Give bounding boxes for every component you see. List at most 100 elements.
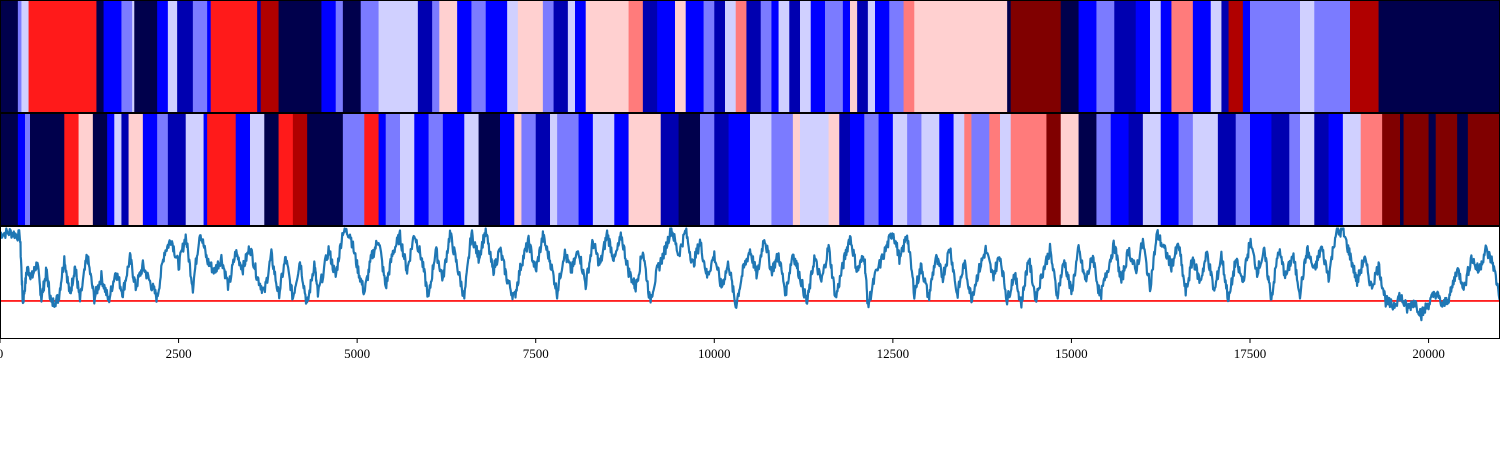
strip-2-segment	[250, 113, 265, 225]
strip-1-segment	[485, 0, 508, 112]
strip-1-segment	[517, 0, 544, 112]
strip-1-segment	[553, 0, 569, 112]
strip-2-segment	[142, 113, 158, 225]
strip-2-segment	[728, 113, 751, 225]
strip-1-segment	[177, 0, 194, 112]
strip-1-segment	[132, 0, 135, 112]
strip-1-segment	[642, 0, 658, 112]
strip-2-segment	[1435, 113, 1458, 225]
strip-1-segment	[703, 0, 715, 112]
strip-1-segment	[1250, 0, 1301, 112]
strip-1-segment	[867, 0, 876, 112]
strip-2-segment	[1128, 113, 1144, 225]
strip-1-segment	[585, 0, 630, 112]
strip-1-segment	[1314, 0, 1351, 112]
strip-2-segment	[1289, 113, 1301, 225]
strip-1-segment	[1160, 0, 1172, 112]
strip-2-segment	[1160, 113, 1180, 225]
strip-2-segment	[114, 113, 122, 225]
strip-2-segment	[535, 113, 551, 225]
strip-1-segment	[857, 0, 869, 112]
strip-2-segment	[1314, 113, 1330, 225]
strip-2-segment	[714, 113, 730, 225]
strip-1-segment	[760, 0, 772, 112]
strip-2-segment	[1096, 113, 1112, 225]
strip-2-segment	[921, 113, 940, 225]
trace-panel	[0, 226, 1500, 338]
strip-1-segment	[889, 0, 905, 112]
strip-1-segment	[457, 0, 472, 112]
strip-2-segment	[550, 113, 558, 225]
strip-2-segment	[92, 113, 108, 225]
strip-2-segment	[1217, 113, 1237, 225]
strip-2-segment	[1000, 113, 1012, 225]
strip-2-segment	[1178, 113, 1194, 225]
strip-1-segment	[685, 0, 705, 112]
strip-2-segment	[428, 113, 444, 225]
strip-1-segment	[278, 0, 322, 112]
strip-2-segment	[385, 113, 401, 225]
strip-2-segment	[964, 113, 972, 225]
strip-2-segment	[1457, 113, 1469, 225]
strip-2-segment	[185, 113, 205, 225]
strip-2-segment	[1142, 113, 1162, 225]
strip-2-segment	[1271, 113, 1290, 225]
strip-1-segment	[914, 0, 1008, 112]
strip-1-segment	[28, 0, 97, 112]
strip-2-segment	[1400, 113, 1405, 225]
x-tick-label: 7500	[523, 346, 549, 361]
strip-1-segment	[714, 0, 726, 112]
strip-2-segment	[1403, 113, 1430, 225]
strip-1-segment	[1060, 0, 1080, 112]
strip-2-segment	[1328, 113, 1344, 225]
strip-1-segment	[360, 0, 380, 112]
strip-2-segment	[1110, 113, 1130, 225]
strip-1-segment	[1221, 0, 1230, 112]
strip-1-segment	[657, 0, 676, 112]
strip-1-segment	[842, 0, 851, 112]
strip-1-segment	[825, 0, 844, 112]
strip-1-segment	[1171, 0, 1194, 112]
strip-2-segment	[464, 113, 480, 225]
strip-1-segment	[0, 0, 19, 112]
strip-1-segment	[575, 0, 587, 112]
strip-1-segment	[432, 0, 440, 112]
strip-2-segment	[839, 113, 851, 225]
strip-1-segment	[1150, 0, 1162, 112]
x-tick-label: 15000	[1055, 346, 1088, 361]
strip-2-segment	[1342, 113, 1362, 225]
strip-2-segment	[907, 113, 922, 225]
strip-1-segment	[335, 0, 344, 112]
strip-2-segment	[521, 113, 537, 225]
strip-2-segment	[414, 113, 430, 225]
strip-2-segment	[800, 113, 830, 225]
strip-2-segment	[78, 113, 94, 225]
strip-2-segment	[1467, 113, 1500, 225]
strip-2-segment	[121, 113, 130, 225]
strip-1-segment	[21, 0, 30, 112]
strip-1-segment	[210, 0, 258, 112]
strip-2-segment	[264, 113, 280, 225]
strip-2-segment	[1250, 113, 1272, 225]
strip-2-segment	[1428, 113, 1437, 225]
x-tick-label: 10000	[698, 346, 731, 361]
strip-1-segment	[1096, 0, 1115, 112]
strip-2-segment	[364, 113, 380, 225]
strip-2-segment	[378, 113, 387, 225]
strip-2-segment	[342, 113, 365, 225]
strip-2-segment	[478, 113, 501, 225]
strip-2-segment	[792, 113, 801, 225]
x-tick-label: 20000	[1412, 346, 1445, 361]
x-tick-label: 12500	[877, 346, 910, 361]
strip-1-segment	[134, 0, 158, 112]
strip-2-segment	[1382, 113, 1401, 225]
strip-2-segment	[1078, 113, 1097, 225]
strip-1-segment	[628, 0, 644, 112]
strip-2-segment	[167, 113, 187, 225]
strip-2-segment	[1300, 113, 1315, 225]
strip-1-segment	[778, 0, 790, 112]
strip-2-segment	[700, 113, 715, 225]
strip-1-segment	[725, 0, 737, 112]
strip-2-segment	[278, 113, 294, 225]
